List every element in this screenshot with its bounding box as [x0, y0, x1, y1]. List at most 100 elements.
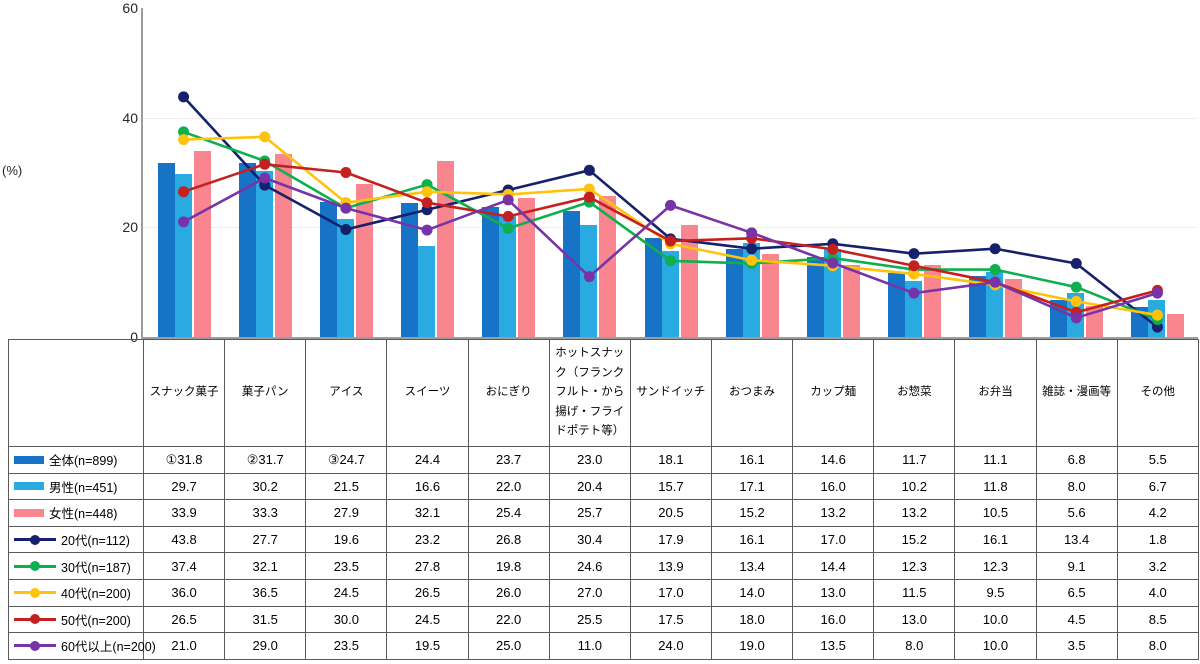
dot-age30s-10 [989, 264, 1001, 276]
dot-age20s-12 [1151, 321, 1163, 333]
dot-age40s-1 [259, 131, 271, 143]
legend-cell-age50s: 50代(n=200) [8, 605, 144, 634]
dot-age20s-7 [746, 243, 758, 255]
legend-dot-age20s [30, 534, 40, 545]
value-cell-age30s-7: 13.4 [710, 552, 794, 580]
legend-inner-age20s: 20代(n=112) [10, 530, 142, 549]
dot-age50s-4 [502, 210, 514, 222]
dot-age30s-11 [1070, 281, 1082, 293]
value-cell-age30s-1: 32.1 [224, 552, 307, 580]
value-cell-age40s-5: 27.0 [548, 578, 631, 607]
bar-female-0 [193, 151, 211, 337]
value-cell-age50s-5: 25.5 [548, 605, 631, 634]
legend-cell-male: 男性(n=451) [8, 472, 144, 501]
value-cell-age30s-5: 24.6 [548, 552, 631, 580]
value-cell-male-6: 15.7 [629, 472, 712, 501]
dot-age50s-1 [259, 158, 271, 170]
gridline-40 [143, 117, 1198, 119]
bar-overall-5 [563, 210, 581, 337]
value-cell-female-8: 13.2 [792, 499, 875, 527]
value-cell-age20s-4: 26.8 [467, 525, 550, 554]
value-cell-age40s-9: 11.5 [873, 578, 956, 607]
value-cell-age40s-1: 36.5 [224, 578, 307, 607]
value-cell-age40s-3: 26.5 [386, 578, 469, 607]
bar-overall-2 [319, 201, 337, 337]
dot-age30s-6 [665, 255, 676, 267]
table-row-overall: 全体(n=899) ①31.8 ②31.7 ③24.7 24.4 23.7 23.0 18.1… [8, 446, 1199, 474]
value-cell-age60s-4: 25.0 [467, 632, 550, 660]
legend-inner-age30s: 30代(n=187) [10, 557, 142, 576]
bar-female-2 [355, 184, 373, 337]
bar-overall-0 [157, 162, 175, 337]
category-header-2: アイス [305, 339, 388, 447]
table-row-age60s: 60代以上(n=200) 21.0 29.0 23.5 19.5 25.0 11.0 24.0… [8, 632, 1199, 660]
value-cell-age20s-5: 30.4 [548, 525, 631, 554]
dot-age60s-9 [908, 287, 920, 299]
value-cell-age30s-9: 12.3 [873, 552, 956, 580]
value-cell-age50s-4: 22.0 [467, 605, 550, 634]
legend-label-age40s: 40代(n=200) [61, 587, 131, 602]
value-cell-age20s-8: 17.0 [792, 525, 875, 554]
value-cell-overall-1: ②31.7 [224, 446, 307, 474]
bar-overall-4 [482, 207, 500, 337]
line-age20s [182, 95, 1159, 329]
category-header-11: 雑誌・漫画等 [1035, 339, 1118, 447]
value-cell-male-11: 8.0 [1035, 472, 1118, 501]
value-cell-age50s-2: 30.0 [305, 605, 388, 634]
value-cell-female-12: 4.2 [1116, 499, 1199, 527]
table-row-age20s: 20代(n=112) 43.8 27.7 19.6 23.2 26.8 30.4 17.9 16… [8, 525, 1199, 554]
value-cell-overall-7: 16.1 [710, 446, 794, 474]
value-cell-age50s-8: 16.0 [792, 605, 875, 634]
y-tick-0: 0 [130, 329, 138, 345]
legend-cell-female: 女性(n=448) [8, 499, 144, 527]
bar-overall-6 [644, 237, 662, 337]
table-row-age30s: 30代(n=187) 37.4 32.1 23.5 27.8 19.8 24.6 13.9 13… [8, 552, 1199, 580]
value-cell-female-2: 27.9 [305, 499, 388, 527]
value-cell-male-3: 16.6 [386, 472, 469, 501]
value-cell-overall-8: 14.6 [792, 446, 875, 474]
legend-dot-age30s [30, 561, 40, 572]
category-header-10: お弁当 [954, 339, 1037, 447]
category-header-1: 菓子パン [224, 339, 307, 447]
value-cell-age40s-7: 14.0 [710, 578, 794, 607]
bar-overall-3 [401, 203, 419, 337]
value-cell-age40s-12: 4.0 [1116, 578, 1199, 607]
legend-inner-age50s: 50代(n=200) [10, 610, 142, 629]
legend-dot-age50s [30, 614, 40, 625]
bar-male-8 [823, 249, 841, 337]
bar-female-8 [842, 264, 860, 337]
bar-female-12 [1167, 313, 1185, 337]
value-cell-overall-10: 11.1 [954, 446, 1037, 474]
value-cell-age30s-10: 12.3 [954, 552, 1037, 580]
plot-area [141, 8, 1198, 339]
y-tick-40: 40 [122, 109, 138, 126]
y-tick-60: 60 [122, 0, 138, 16]
dot-age60s-8 [827, 257, 839, 269]
value-cell-age20s-7: 16.1 [710, 525, 794, 554]
value-cell-age20s-10: 16.1 [954, 525, 1037, 554]
dot-age20s-5 [583, 164, 595, 176]
bar-overall-8 [806, 256, 824, 337]
value-cell-age60s-8: 13.5 [792, 632, 875, 660]
value-cell-female-5: 25.7 [548, 499, 631, 527]
dot-age50s-9 [908, 260, 920, 272]
table-corner-cell [8, 339, 144, 447]
legend-inner-female: 女性(n=448) [10, 503, 142, 522]
dot-age60s-12 [1151, 287, 1163, 299]
value-cell-age60s-9: 8.0 [873, 632, 956, 660]
category-header-0: スナック菓子 [142, 339, 226, 447]
dot-age20s-11 [1070, 258, 1082, 270]
value-cell-age60s-5: 11.0 [548, 632, 631, 660]
dot-age60s-10 [989, 276, 1001, 288]
category-header-5: ホットスナック（フランクフルト・から揚げ・フライドポテト等） [548, 339, 631, 447]
value-cell-overall-12: 5.5 [1116, 446, 1199, 474]
value-cell-age40s-11: 6.5 [1035, 578, 1118, 607]
legend-inner-age40s: 40代(n=200) [10, 583, 142, 602]
legend-label-male: 男性(n=451) [49, 480, 118, 495]
value-cell-overall-6: 18.1 [629, 446, 712, 474]
value-cell-male-8: 16.0 [792, 472, 875, 501]
dot-age40s-9 [908, 268, 920, 280]
dot-age60s-5 [583, 271, 595, 283]
category-header-7: おつまみ [710, 339, 794, 447]
value-cell-overall-5: 23.0 [548, 446, 631, 474]
